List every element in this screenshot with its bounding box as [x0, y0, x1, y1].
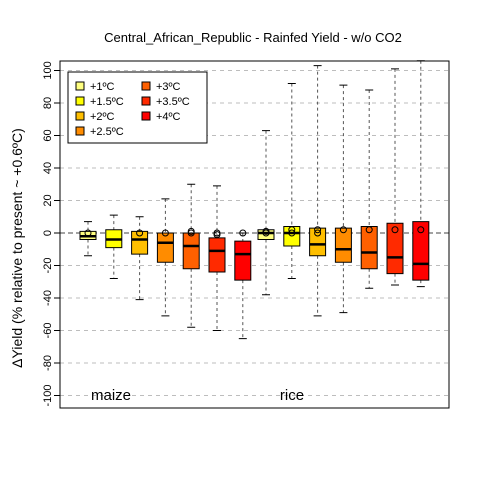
y-tick-label: 40	[42, 162, 54, 174]
outlier-point	[161, 229, 169, 237]
outlier-point	[288, 226, 296, 234]
outlier-point	[239, 229, 247, 237]
y-tick-label: -80	[42, 355, 54, 371]
box	[234, 240, 252, 281]
legend-label: +1.5ºC	[90, 96, 124, 108]
box-layer	[79, 60, 430, 340]
outlier-point	[365, 226, 373, 234]
outlier-point	[84, 229, 92, 237]
box	[386, 222, 404, 275]
box	[131, 230, 149, 255]
box	[156, 232, 174, 263]
y-tick-label: 20	[42, 194, 54, 206]
y-tick-label: -40	[42, 290, 54, 306]
outlier-point	[314, 226, 322, 234]
y-tick-label: 80	[42, 97, 54, 109]
y-axis-label: ΔYield (% relative to present ~ +0.6ºC)	[9, 128, 25, 368]
legend-swatch	[141, 81, 151, 91]
y-tick-label: -20	[42, 258, 54, 274]
y-tick-label: -100	[42, 384, 54, 406]
legend-swatch	[75, 126, 85, 136]
group-labels: maize rice	[91, 387, 304, 404]
outlier-point	[213, 229, 221, 237]
y-tick-label: 0	[42, 230, 54, 236]
group-label: maize	[91, 387, 131, 404]
legend-box	[67, 71, 208, 144]
legend-label: +3.5ºC	[156, 96, 190, 108]
box	[309, 227, 327, 257]
outlier-point	[339, 226, 347, 234]
outlier-point	[288, 229, 296, 237]
y-tick-label: 60	[42, 129, 54, 141]
plot-frame	[59, 60, 450, 409]
y-tick-label: -60	[42, 323, 54, 339]
legend-label: +2.5ºC	[90, 126, 124, 138]
y-tick-label: 100	[42, 61, 54, 79]
outlier-point	[262, 227, 270, 235]
legend-swatch	[75, 81, 85, 91]
legend-label: +2ºC	[90, 111, 115, 123]
outlier-point	[187, 227, 195, 235]
outlier-point	[391, 226, 399, 234]
box	[412, 221, 430, 281]
outlier-point	[136, 229, 144, 237]
legend-swatch	[75, 96, 85, 106]
box	[182, 232, 200, 270]
y-axis: 100 80 60 40 20 0 -20 -40 -60 -80 -100	[42, 61, 60, 407]
box	[334, 227, 352, 263]
outlier-point	[314, 229, 322, 237]
legend-label: +3ºC	[156, 81, 181, 93]
outlier-point	[417, 226, 425, 234]
box	[208, 237, 226, 273]
legend-label: +4ºC	[156, 111, 181, 123]
legend-swatch	[75, 111, 85, 121]
legend: +1ºC +1.5ºC +2ºC +2.5ºC +3ºC +3.5ºC +4ºC	[67, 71, 208, 144]
legend-swatch	[141, 111, 151, 121]
group-label: rice	[280, 387, 304, 404]
legend-swatch	[141, 96, 151, 106]
chart-title: Central_African_Republic - Rainfed Yield…	[104, 30, 402, 45]
legend-label: +1ºC	[90, 81, 115, 93]
